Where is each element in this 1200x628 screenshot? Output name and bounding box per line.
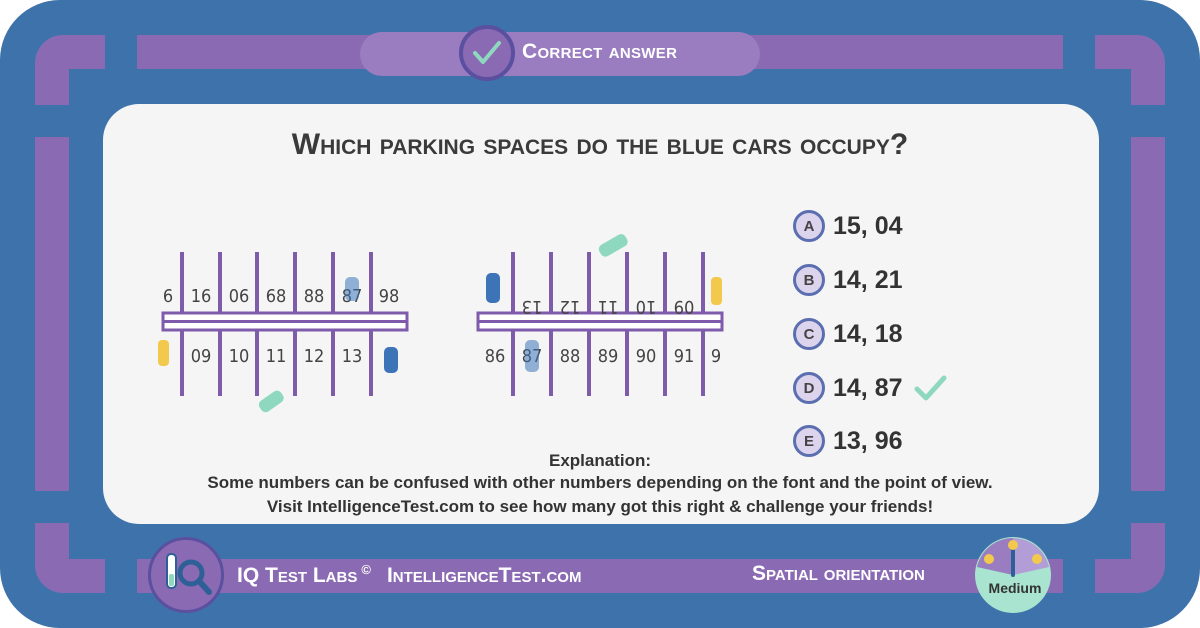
space-divider bbox=[369, 252, 373, 313]
space-divider bbox=[663, 252, 667, 313]
status-banner bbox=[360, 32, 760, 76]
yellow-car bbox=[158, 340, 169, 366]
space-divider bbox=[549, 330, 553, 396]
space-number: 98 bbox=[379, 286, 400, 307]
blue-car bbox=[345, 277, 359, 301]
space-number: 90 bbox=[636, 346, 657, 367]
space-number: 9 bbox=[711, 346, 721, 367]
space-divider bbox=[331, 252, 335, 313]
parking-lot-2: 13 12 11 10 09 86 87 88 89 90 91 9 bbox=[476, 234, 724, 396]
space-divider bbox=[701, 330, 705, 396]
space-number: 10 bbox=[636, 296, 657, 317]
space-divider bbox=[218, 252, 222, 313]
space-number: 6 bbox=[163, 286, 173, 307]
space-number: 88 bbox=[304, 286, 325, 307]
space-number: 11 bbox=[266, 346, 287, 367]
space-number: 13 bbox=[522, 296, 543, 317]
space-divider bbox=[663, 330, 667, 396]
status-check-badge bbox=[459, 25, 515, 81]
blue-car bbox=[486, 273, 500, 303]
space-number: 12 bbox=[560, 296, 581, 317]
option-text: 14, 21 bbox=[833, 265, 903, 294]
space-number: 13 bbox=[342, 346, 363, 367]
space-number: 68 bbox=[266, 286, 287, 307]
space-divider bbox=[255, 330, 259, 396]
space-divider bbox=[293, 252, 297, 313]
explanation-cta: Visit IntelligenceTest.com to see how ma… bbox=[266, 497, 934, 516]
option-letter: E bbox=[793, 425, 825, 457]
option-text: 15, 04 bbox=[833, 211, 903, 240]
space-number: 09 bbox=[674, 296, 695, 317]
track-bottom bbox=[137, 559, 1063, 593]
space-divider bbox=[587, 330, 591, 396]
explanation-text: Some numbers can be confused with other … bbox=[207, 473, 993, 492]
parking-puzzle: 6 16 06 68 88 87 98 09 10 11 12 13 bbox=[158, 234, 724, 413]
option-d[interactable]: D 14, 87 bbox=[793, 368, 947, 408]
corner-mask bbox=[69, 69, 105, 105]
yellow-car bbox=[711, 277, 722, 305]
space-divider bbox=[180, 330, 184, 396]
correct-check-icon bbox=[914, 375, 947, 401]
blue-car bbox=[384, 347, 398, 373]
option-text: 14, 18 bbox=[833, 319, 903, 348]
iq-magnifier-icon bbox=[166, 553, 212, 595]
space-number: 86 bbox=[485, 346, 506, 367]
space-number: 88 bbox=[560, 346, 581, 367]
option-b[interactable]: B 14, 21 bbox=[793, 260, 903, 300]
space-divider bbox=[180, 252, 184, 313]
space-number: 09 bbox=[191, 346, 212, 367]
corner-mask bbox=[1095, 523, 1131, 559]
difficulty-gauge bbox=[975, 537, 1051, 613]
option-a[interactable]: A 15, 04 bbox=[793, 206, 903, 246]
option-e[interactable]: E 13, 96 bbox=[793, 421, 903, 461]
space-number: 12 bbox=[304, 346, 325, 367]
space-divider bbox=[218, 330, 222, 396]
corner-mask bbox=[1095, 69, 1131, 105]
difficulty-label: Medium bbox=[988, 580, 1042, 596]
teal-car bbox=[258, 390, 284, 413]
space-divider bbox=[549, 252, 553, 313]
question-text: Which parking spaces do the blue cars oc… bbox=[291, 128, 909, 161]
teal-car bbox=[598, 234, 628, 257]
option-letter: B bbox=[793, 264, 825, 296]
category-label: Spatial orientation bbox=[752, 562, 925, 585]
option-letter: D bbox=[793, 372, 825, 404]
space-divider bbox=[255, 252, 259, 313]
space-divider bbox=[625, 252, 629, 313]
parking-lot-1: 6 16 06 68 88 87 98 09 10 11 12 13 bbox=[158, 252, 409, 413]
space-number: 10 bbox=[229, 346, 250, 367]
footer-brand: IQ Test Labs © IntelligenceTest.com bbox=[237, 562, 581, 588]
option-letter: A bbox=[793, 210, 825, 242]
gauge-icon bbox=[977, 538, 1049, 577]
space-divider bbox=[331, 330, 335, 396]
explanation-title: Explanation: bbox=[548, 451, 651, 470]
space-number: 16 bbox=[191, 286, 212, 307]
option-text: 14, 87 bbox=[833, 373, 903, 402]
option-letter: C bbox=[793, 318, 825, 350]
check-icon bbox=[473, 41, 501, 64]
space-number: 89 bbox=[598, 346, 619, 367]
copyright-symbol: © bbox=[361, 562, 371, 577]
space-divider bbox=[511, 330, 515, 396]
space-number: 11 bbox=[598, 296, 619, 317]
blue-car bbox=[525, 340, 539, 372]
track-left bbox=[35, 137, 69, 491]
space-divider bbox=[511, 252, 515, 313]
option-text: 13, 96 bbox=[833, 426, 903, 455]
space-divider bbox=[293, 330, 297, 396]
corner-mask bbox=[69, 523, 105, 559]
space-number: 06 bbox=[229, 286, 250, 307]
brand-name: IQ Test Labs bbox=[237, 564, 358, 587]
space-divider bbox=[369, 330, 373, 396]
option-c[interactable]: C 14, 18 bbox=[793, 314, 903, 354]
space-divider bbox=[587, 252, 591, 313]
space-number: 91 bbox=[674, 346, 695, 367]
status-label: Correct answer bbox=[522, 40, 678, 63]
track-right bbox=[1131, 137, 1165, 491]
site-link[interactable]: IntelligenceTest.com bbox=[386, 564, 582, 587]
space-divider bbox=[701, 252, 705, 313]
iq-logo bbox=[148, 537, 224, 613]
space-divider bbox=[625, 330, 629, 396]
